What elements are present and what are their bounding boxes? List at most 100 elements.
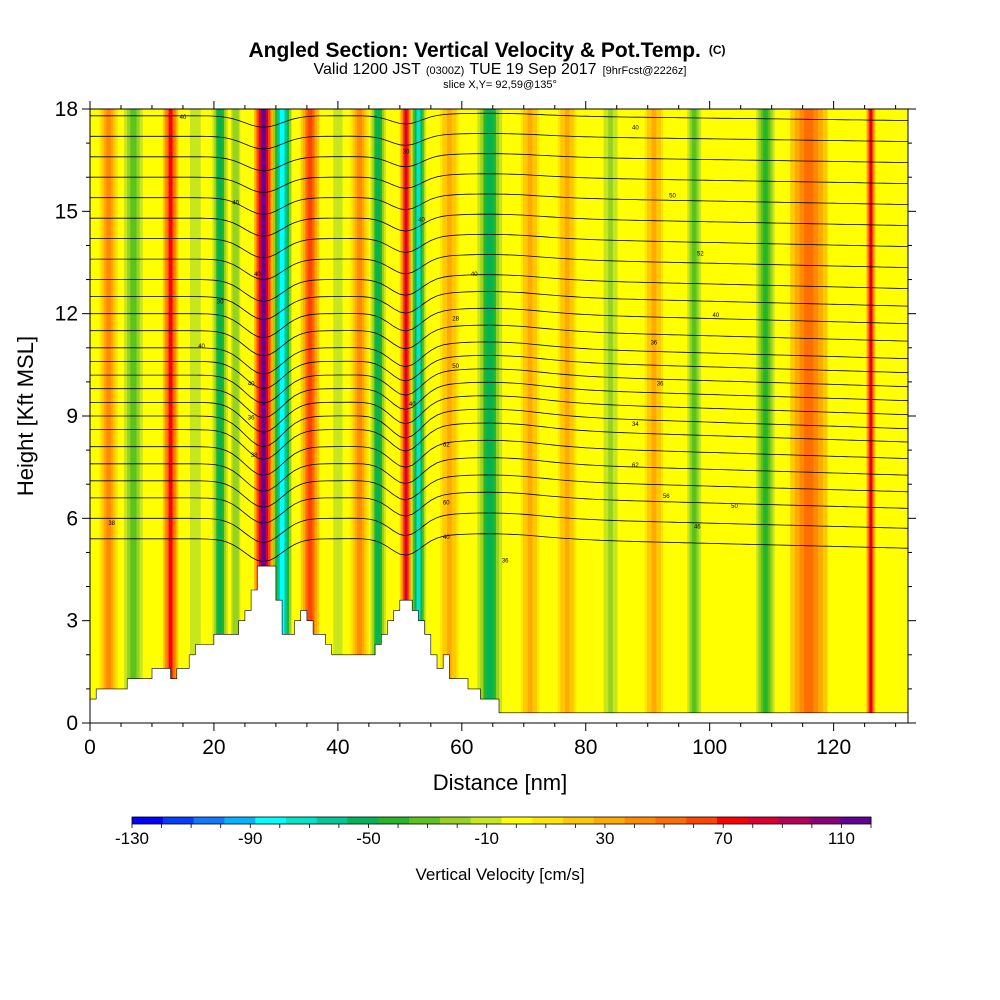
colorbar-swatch bbox=[655, 817, 687, 824]
velocity-band-8 bbox=[307, 109, 313, 723]
theta-contours bbox=[90, 112, 908, 563]
colorbar-swatch bbox=[747, 817, 780, 824]
contour-label-26: 50 bbox=[669, 194, 676, 200]
y-tick-label: 9 bbox=[66, 405, 78, 428]
contour-label-13: 40 bbox=[248, 381, 255, 387]
x-tick-label: 60 bbox=[450, 736, 473, 759]
y-tick-label: 12 bbox=[55, 303, 78, 326]
contour-label-19: 40 bbox=[713, 313, 720, 319]
velocity-band-22 bbox=[804, 109, 814, 723]
contour-label-4: 50 bbox=[731, 504, 738, 510]
chart-title: Angled Section: Vertical Velocity & Pot.… bbox=[248, 39, 725, 62]
colorbar-tick-label: -130 bbox=[115, 829, 149, 848]
terrain bbox=[90, 565, 908, 723]
contour-label-8: 38 bbox=[251, 453, 258, 459]
colorbar-tick-label: 70 bbox=[714, 829, 733, 848]
velocity-band-5 bbox=[234, 109, 238, 723]
contour-labels: 36 38 40 46 50 56 60 62 38 62 34 36 40 40 36 50 36 40 28 40… bbox=[108, 115, 738, 564]
contour-label-10: 34 bbox=[632, 422, 639, 428]
velocity-band-11 bbox=[376, 109, 381, 723]
colorbar-swatch bbox=[224, 817, 256, 824]
colorbar-swatch bbox=[532, 817, 564, 824]
contour-label-20: 30 bbox=[217, 299, 224, 305]
theta-contour-9 bbox=[90, 381, 908, 419]
theta-contour-1 bbox=[90, 512, 908, 543]
colorbar-swatch bbox=[193, 817, 225, 824]
contour-label-9: 62 bbox=[443, 443, 450, 449]
contour-label-5: 56 bbox=[663, 494, 670, 500]
contour-label-17: 40 bbox=[198, 344, 205, 350]
theta-contour-3 bbox=[90, 474, 908, 508]
colorbar-swatch bbox=[132, 817, 164, 824]
velocity-band-16 bbox=[527, 109, 533, 723]
contour-label-21: 40 bbox=[254, 272, 261, 278]
colorbar-tick-label: -10 bbox=[474, 829, 499, 848]
theta-contour-11 bbox=[90, 355, 908, 390]
y-tick-label: 15 bbox=[55, 200, 78, 223]
y-tick-label: 18 bbox=[55, 98, 78, 121]
colorbar-swatch bbox=[593, 817, 626, 824]
colorbar-swatch bbox=[778, 817, 810, 824]
colorbar-swatch bbox=[316, 817, 349, 824]
theta-contour-5 bbox=[90, 439, 908, 476]
y-tick-label: 0 bbox=[66, 712, 78, 735]
colorbar-swatch bbox=[624, 817, 656, 824]
velocity-band-23 bbox=[869, 109, 872, 723]
theta-contour-23 bbox=[90, 133, 908, 150]
velocity-band-14 bbox=[447, 109, 452, 723]
theta-contour-13 bbox=[90, 324, 908, 357]
colorbar-swatch bbox=[285, 817, 318, 824]
x-tick-label: 20 bbox=[202, 736, 225, 759]
colorbar-swatch bbox=[255, 817, 287, 824]
x-tick-label: 120 bbox=[816, 736, 851, 759]
slice-info: slice X,Y= 92,59@135° bbox=[443, 79, 557, 91]
velocity-band-15 bbox=[486, 109, 493, 723]
y-axis: 0 36 9 12 15 18 bbox=[55, 98, 916, 735]
contour-label-0: 36 bbox=[502, 559, 509, 565]
contour-label-3: 46 bbox=[694, 525, 701, 531]
velocity-band-19 bbox=[651, 109, 657, 723]
y-axis-label: Height [Kft MSL] bbox=[13, 336, 38, 496]
colorbar-swatch bbox=[501, 817, 533, 824]
contour-label-16: 36 bbox=[651, 340, 658, 346]
contour-label-1: 38 bbox=[108, 521, 115, 527]
x-tick-label: 0 bbox=[84, 736, 96, 759]
valid-date: TUE 19 Sep 2017 bbox=[469, 61, 596, 78]
theta-contour-6 bbox=[90, 422, 908, 460]
colorbar-swatch bbox=[378, 817, 410, 824]
theta-contour-19 bbox=[90, 213, 908, 237]
theta-contour-24 bbox=[90, 112, 908, 128]
theta-contour-22 bbox=[90, 153, 908, 172]
theta-contour-17 bbox=[90, 254, 908, 281]
forecast-tag: [9hrFcst@2226z] bbox=[603, 65, 687, 77]
colorbar-swatch bbox=[409, 817, 441, 824]
contour-label-29: 40 bbox=[632, 125, 639, 131]
valid-prefix: Valid 1200 JST bbox=[314, 61, 422, 78]
velocity-band-12 bbox=[404, 109, 408, 723]
contour-label-28: 40 bbox=[180, 115, 187, 121]
colorbar-swatch bbox=[162, 817, 195, 824]
theta-contour-14 bbox=[90, 307, 908, 339]
velocity-band-20 bbox=[691, 109, 697, 723]
velocity-band-18 bbox=[608, 109, 613, 723]
contour-label-2: 40 bbox=[443, 535, 450, 541]
theta-contour-2 bbox=[90, 491, 908, 524]
contour-label-12: 40 bbox=[409, 402, 416, 408]
x-axis-label: Distance [nm] bbox=[433, 770, 568, 795]
valid-z: (0300Z) bbox=[426, 65, 465, 77]
theta-contour-4 bbox=[90, 457, 908, 492]
y-tick-label: 6 bbox=[66, 507, 78, 530]
colorbar-tick-label: 30 bbox=[595, 829, 614, 848]
colorbar-swatch bbox=[563, 817, 595, 824]
colorbar-tick-label: -50 bbox=[356, 829, 381, 848]
colorbar-swatch bbox=[717, 817, 749, 824]
title-main: Angled Section: Vertical Velocity & Pot.… bbox=[248, 39, 700, 62]
x-tick-label: 80 bbox=[574, 736, 597, 759]
title-unit-tag: (C) bbox=[709, 43, 726, 57]
contour-label-25: 40 bbox=[232, 201, 239, 207]
contour-label-23: 52 bbox=[697, 252, 704, 258]
theta-contour-15 bbox=[90, 291, 908, 321]
contour-label-22: 40 bbox=[471, 272, 478, 278]
x-tick-label: 100 bbox=[692, 736, 727, 759]
x-axis: 0 20 40 60 80 100 120 bbox=[84, 101, 897, 759]
